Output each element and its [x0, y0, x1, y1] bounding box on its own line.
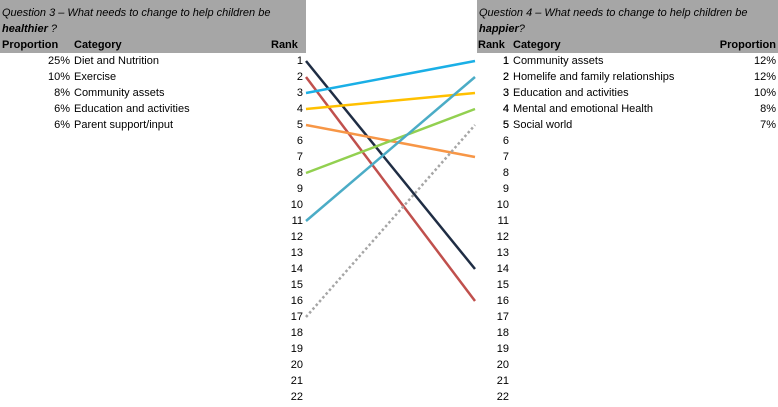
left-rank-tick-label: 11	[291, 215, 303, 227]
left-header-band	[0, 0, 306, 53]
left-row-proportion: 6%	[54, 119, 70, 131]
right-col-category-header: Category	[513, 39, 561, 51]
left-rank-tick-label: 19	[290, 343, 303, 355]
right-rank-tick-label: 8	[502, 167, 509, 179]
right-col-proportion-header: Proportion	[719, 39, 776, 51]
right-rank-tick-label: 5	[502, 119, 509, 131]
right-col-rank-header: Rank	[478, 39, 505, 51]
right-question-title: Question 4 – What needs to change to hel…	[479, 7, 748, 35]
left-rank-tick-label: 15	[290, 279, 303, 291]
right-rank-tick-label: 7	[502, 151, 509, 163]
right-rank-tick-label: 6	[502, 135, 509, 147]
right-row-category: Homelife and family relationships	[513, 71, 675, 83]
left-rank-tick-label: 14	[290, 263, 303, 275]
right-row-rank: 5	[503, 119, 510, 131]
right-rank-tick-label: 12	[496, 231, 509, 243]
right-row-rank: 4	[503, 103, 510, 115]
right-row-category: Mental and emotional Health	[513, 103, 654, 115]
right-rank-tick-label: 18	[496, 327, 509, 339]
right-row-rank: 3	[503, 87, 510, 99]
left-row-category: Diet and Nutrition	[74, 55, 159, 67]
right-rank-tick-label: 21	[496, 375, 509, 387]
left-rank-tick-label: 21	[290, 375, 303, 387]
right-rank-tick-label: 19	[496, 343, 509, 355]
right-row-rank: 2	[503, 71, 510, 83]
left-rank-tick-label: 2	[296, 71, 303, 83]
right-rank-tick-label: 17	[496, 311, 509, 323]
right-row-proportion: 8%	[760, 103, 776, 115]
slope-line	[305, 124, 476, 318]
right-rank-tick-label: 2	[502, 71, 509, 83]
right-rank-tick-label: 3	[502, 87, 509, 99]
left-question-title: Question 3 – What needs to change to hel…	[2, 7, 271, 35]
slope-line	[305, 107, 476, 175]
right-rank-tick-label: 1	[502, 55, 509, 67]
left-rank-tick-label: 12	[290, 231, 303, 243]
left-rank-tick-label: 20	[290, 359, 303, 371]
right-row-category: Social world	[513, 119, 573, 131]
slope-line	[305, 59, 476, 95]
slope-line	[305, 76, 476, 222]
left-col-category-header: Category	[74, 39, 122, 51]
left-row-proportion: 6%	[54, 103, 70, 115]
left-row-category: Exercise	[74, 71, 117, 83]
left-rank-tick-label: 3	[296, 87, 303, 99]
right-rank-tick-label: 4	[502, 103, 509, 115]
slope-line	[305, 60, 476, 270]
right-row-category: Education and activities	[513, 87, 629, 99]
right-row-proportion: 12%	[753, 55, 776, 67]
left-col-proportion-header: Proportion	[2, 39, 59, 51]
left-rank-tick-label: 1	[296, 55, 303, 67]
right-row-rank: 1	[503, 55, 510, 67]
right-row-proportion: 12%	[753, 71, 776, 83]
left-row-proportion: 25%	[47, 55, 70, 67]
left-rank-tick-label: 13	[290, 247, 303, 259]
left-rank-tick-label: 9	[296, 183, 303, 195]
right-rank-tick-label: 10	[496, 199, 509, 211]
left-row-category: Parent support/input	[74, 119, 174, 131]
left-rank-tick-label: 5	[296, 119, 303, 131]
left-rank-tick-label: 22	[290, 391, 303, 403]
right-rank-tick-label: 13	[496, 247, 509, 259]
left-rank-tick-label: 7	[296, 151, 303, 163]
left-rank-tick-label: 4	[296, 103, 303, 115]
left-rank-tick-label: 8	[296, 167, 303, 179]
right-rank-tick-label: 16	[496, 295, 509, 307]
left-row-proportion: 8%	[54, 87, 70, 99]
left-rank-tick-label: 10	[290, 199, 303, 211]
right-row-proportion: 7%	[760, 119, 776, 131]
left-rank-tick-label: 16	[290, 295, 303, 307]
right-header-band	[477, 0, 778, 53]
left-rank-tick-label: 18	[290, 327, 303, 339]
right-rank-tick-label: 14	[496, 263, 509, 275]
right-rank-tick-label: 15	[496, 279, 509, 291]
left-rank-tick-label: 6	[296, 135, 303, 147]
right-row-category: Community assets	[513, 55, 604, 67]
right-row-proportion: 10%	[753, 87, 776, 99]
left-col-rank-header: Rank	[271, 39, 298, 51]
right-rank-tick-label: 20	[496, 359, 509, 371]
left-row-category: Community assets	[74, 87, 165, 99]
slope-line	[305, 76, 476, 302]
left-rank-tick-label: 17	[290, 311, 303, 323]
right-rank-tick-label: 22	[496, 391, 509, 403]
slope-line	[305, 91, 476, 111]
right-rank-tick-label: 9	[502, 183, 509, 195]
right-rank-tick-label: 11	[497, 215, 509, 227]
left-row-proportion: 10%	[47, 71, 70, 83]
left-row-category: Education and activities	[74, 103, 190, 115]
